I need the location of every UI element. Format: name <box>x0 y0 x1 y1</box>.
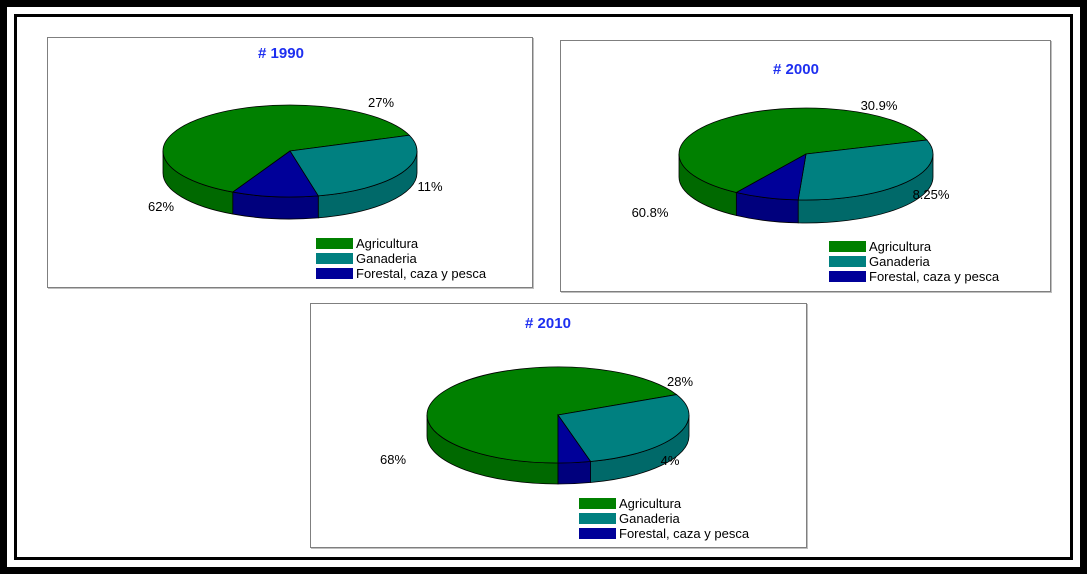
legend-entry-agricultura: Agricultura <box>869 239 932 254</box>
pie-slice-agricultura <box>426 366 678 464</box>
pie-slice-forestal <box>735 153 807 201</box>
legend-swatch-ganaderia <box>316 253 353 264</box>
legend-entry-agricultura: Agricultura <box>356 236 419 251</box>
pie-group <box>678 107 934 224</box>
legend-entry-ganaderia: Ganaderia <box>869 254 930 269</box>
data-label-ganaderia: 28% <box>667 374 693 389</box>
legend-entry-forestal: Forestal, caza y pesca <box>619 526 750 541</box>
data-label-ganaderia: 27% <box>368 95 394 110</box>
inner-frame <box>14 14 1073 560</box>
pie-chart-1990: # 1990 62% 27% 11% AgriculturaGanaderiaFores… <box>148 45 487 281</box>
legend-swatch-agricultura <box>829 241 866 252</box>
pie-slice-forestal <box>231 150 319 198</box>
pie-slice-ganaderia <box>557 394 690 462</box>
legend-entry-agricultura: Agricultura <box>619 496 682 511</box>
chart-title: # 1990 <box>258 45 304 62</box>
pie-group <box>426 366 690 485</box>
pie-slice-ganaderia <box>289 134 418 197</box>
pie-slice-forestal <box>557 413 592 464</box>
data-label-agricultura: 60.8% <box>632 205 669 220</box>
legend-swatch-agricultura <box>316 238 353 249</box>
pie-chart-2000: # 2000 60.8% 30.9% 8.25% AgriculturaGanaderi… <box>632 61 1000 284</box>
chart-title: # 2010 <box>525 315 571 332</box>
legend-swatch-ganaderia <box>829 256 866 267</box>
pie-slice-ganaderia <box>797 139 934 201</box>
legend-swatch-agricultura <box>579 498 616 509</box>
pie-group <box>162 104 418 220</box>
legend-swatch-forestal <box>579 528 616 539</box>
legend-entry-forestal: Forestal, caza y pesca <box>869 269 1000 284</box>
pie-slice-agricultura <box>162 104 411 193</box>
data-label-agricultura: 62% <box>148 199 174 214</box>
chart-title: # 2000 <box>773 61 819 78</box>
pie-slice-agricultura <box>678 107 928 193</box>
pie-chart-2010: # 2010 68% 28% 4% AgriculturaGanaderiaForest… <box>380 315 750 541</box>
legend-entry-ganaderia: Ganaderia <box>619 511 680 526</box>
chart-panel-2000: # 2000 60.8% 30.9% 8.25% Agricultura Ganaderi… <box>560 40 1051 292</box>
legend-swatch-ganaderia <box>579 513 616 524</box>
pie-side-forestal <box>557 461 592 485</box>
legend-entry-ganaderia: Ganaderia <box>356 251 417 266</box>
data-label-forestal: 8.25% <box>913 187 950 202</box>
legend-swatch-forestal <box>829 271 866 282</box>
chart-panel-2010: # 2010 68% 28% 4% Agricultura Ganaderia Forest… <box>310 303 807 548</box>
data-label-ganaderia: 30.9% <box>861 98 898 113</box>
legend-entry-forestal: Forestal, caza y pesca <box>356 266 487 281</box>
data-label-agricultura: 68% <box>380 452 406 467</box>
legend-swatch-forestal <box>316 268 353 279</box>
data-label-forestal: 4% <box>661 453 680 468</box>
chart-panel-1990: # 1990 62% 27% 11% Agricultura Ganaderia Fores… <box>47 37 533 288</box>
data-label-forestal: 11% <box>417 179 442 194</box>
